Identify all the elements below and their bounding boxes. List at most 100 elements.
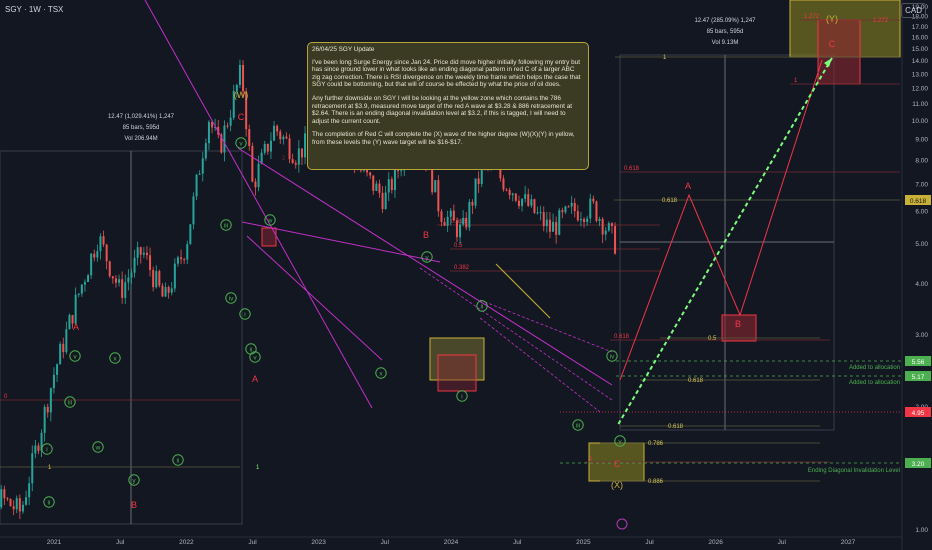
candle-body — [21, 504, 24, 512]
wave-label-green-circle — [41, 443, 53, 455]
candle-body — [536, 212, 539, 214]
price-label-bg — [905, 458, 931, 468]
wave-label-green-circle — [421, 251, 433, 263]
candle-body — [607, 223, 610, 231]
candle-body — [93, 253, 96, 258]
annotation-added-2: Added to allocation — [849, 380, 900, 386]
candle-body — [6, 498, 9, 500]
y-tick-label: 6.00 — [915, 209, 928, 216]
candle-body — [539, 212, 542, 214]
candle-body — [257, 163, 260, 188]
wave-label-green-circle — [220, 219, 232, 231]
candle-body — [468, 202, 471, 228]
candle-body — [235, 84, 238, 91]
candle-body — [71, 315, 74, 324]
candle-body — [164, 287, 167, 297]
candle-body — [158, 271, 161, 286]
fib-label-red: 0.618 — [624, 166, 640, 172]
candle-body — [431, 158, 434, 193]
wave-label-red: C — [614, 459, 621, 469]
fib-label-red: 0.5 — [454, 243, 463, 249]
fib-label-yellow: 0.618 — [688, 378, 704, 384]
candle-body — [201, 158, 204, 174]
candle-body — [161, 285, 164, 297]
wave-label-red: B — [131, 500, 137, 510]
candle-body — [46, 406, 49, 413]
x-tick-label: Jul — [645, 539, 654, 546]
candle-body — [393, 166, 396, 191]
candle-body — [77, 293, 80, 295]
candle-body — [517, 200, 520, 207]
candle-body — [524, 194, 527, 199]
y-tick-label: 9.00 — [915, 137, 928, 144]
candle-body — [99, 236, 102, 252]
candle-body — [118, 279, 121, 283]
price-label-bg — [905, 356, 931, 366]
candle-body — [533, 199, 536, 213]
wave-label-green-circle — [128, 474, 140, 486]
wave-label-green: w — [267, 218, 273, 225]
wave-label-green-circle — [239, 308, 251, 320]
wave-label-green: i — [244, 312, 245, 319]
candle-body — [514, 193, 517, 201]
candle-body — [31, 453, 34, 484]
candle-body — [133, 257, 136, 273]
y-tick-label: 12.00 — [912, 86, 929, 93]
analysis-note: 26/04/25 SGY Update I've been long Surge… — [307, 42, 589, 170]
candle-body — [570, 202, 573, 207]
price-label: 5.56 — [912, 359, 925, 366]
trendline — [241, 221, 441, 263]
candle-body — [601, 219, 604, 235]
wave-label-green: v — [253, 355, 257, 362]
candle-body — [459, 224, 462, 238]
wave-label-red: A — [252, 374, 258, 384]
currency-button[interactable]: CAD — [901, 3, 926, 18]
candle-body — [28, 483, 31, 498]
x-tick-label: 2024 — [444, 539, 459, 546]
candle-body — [387, 179, 390, 193]
candle-body — [462, 217, 465, 225]
candle-body — [186, 244, 189, 260]
fib-label-yellow: 1 — [663, 55, 667, 61]
fib-label-yellow: 0.618 — [668, 424, 684, 430]
candle-body — [83, 281, 86, 285]
wave-label-green: iii — [68, 400, 72, 407]
candle-body — [65, 329, 68, 353]
measure-right-label: Vol 9.13M — [712, 40, 739, 46]
candle-body — [80, 284, 83, 294]
candle-body — [121, 279, 124, 298]
candle-body — [204, 143, 207, 159]
candle-body — [477, 178, 480, 185]
wave-label-X: (X) — [611, 480, 623, 490]
candle-body — [40, 432, 43, 451]
candle-body — [279, 131, 282, 140]
price-label-fib: 0.618 — [910, 198, 927, 205]
wave-label-green: iii — [576, 423, 580, 430]
wave-label-green-circle — [614, 435, 626, 447]
candle-body — [251, 146, 254, 182]
x-tick-label: Jul — [116, 539, 125, 546]
measure-right-label: 85 bars, 595d — [707, 29, 744, 35]
note-paragraph-2: Any further downside on SGY I will be lo… — [312, 94, 573, 125]
candle-body — [276, 125, 279, 132]
wave-label-green-circle — [172, 454, 184, 466]
wave-label-W: (W) — [234, 90, 249, 100]
candle-body — [211, 122, 214, 128]
trendline — [144, 0, 373, 409]
wave-label-green: ii — [48, 500, 51, 507]
candle-body — [68, 315, 71, 330]
candle-body — [434, 180, 437, 193]
candle-body — [25, 497, 28, 505]
candle-body — [437, 180, 440, 212]
wave-label-red: B — [423, 230, 429, 240]
wave-label-green: i — [46, 447, 47, 454]
candle-body — [62, 343, 65, 353]
candle-body — [96, 251, 99, 258]
candle-body — [74, 294, 77, 324]
wave-label-green: ii — [250, 347, 253, 354]
candle-body — [297, 148, 300, 165]
candle-body — [111, 276, 114, 279]
candle-body — [285, 136, 288, 139]
candle-body — [102, 236, 105, 245]
